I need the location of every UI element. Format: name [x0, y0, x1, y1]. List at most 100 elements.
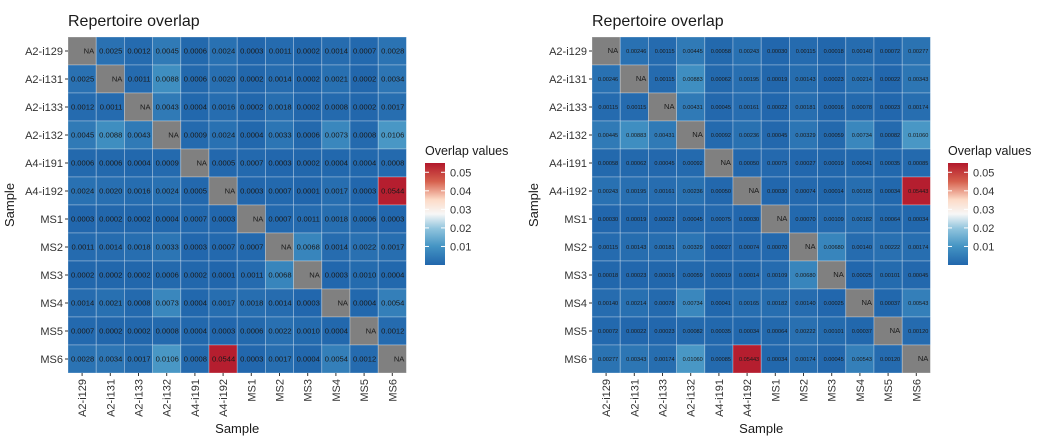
heatmap-cell	[619, 176, 649, 206]
heatmap-cell	[789, 120, 819, 150]
cell-label: 0.00027	[795, 161, 815, 167]
heatmap-cell	[377, 64, 407, 94]
heatmap-cell	[760, 148, 790, 178]
x-tick-label: MS6	[911, 379, 923, 402]
cell-label: 0.00329	[683, 245, 703, 251]
cell-label: 0.00101	[824, 329, 844, 335]
heatmap-cell	[873, 232, 903, 262]
cell-label: 0.0017	[381, 103, 404, 112]
heatmap-cell	[591, 204, 621, 234]
heatmap-cell	[901, 288, 931, 318]
cell-label: 0.00277	[908, 49, 928, 55]
cell-label: 0.00246	[598, 77, 618, 83]
heatmap-cell	[349, 288, 379, 318]
cell-label: 0.0010	[297, 327, 320, 336]
cell-label: 0.00343	[626, 357, 646, 363]
heatmap-cell	[676, 64, 706, 94]
cell-label: 0.00027	[711, 245, 731, 251]
cell-label: 0.0002	[297, 75, 320, 84]
cell-label: 0.00019	[767, 77, 787, 83]
cell-label: 0.0008	[325, 103, 348, 112]
heatmap-cell	[845, 260, 875, 290]
cell-label: NA	[140, 103, 151, 112]
heatmap-cell	[321, 344, 351, 374]
heatmap-cell	[591, 120, 621, 150]
heatmap-cell	[676, 204, 706, 234]
heatmap-cell	[321, 120, 351, 150]
cell-label: 0.00023	[654, 329, 674, 335]
heatmap-cell	[293, 120, 323, 150]
cell-label: 0.00014	[824, 189, 844, 195]
y-tick-label: A4-i191	[25, 158, 63, 170]
cell-label: 0.0024	[212, 47, 235, 56]
heatmap-cell	[124, 92, 154, 122]
cell-label: NA	[749, 186, 760, 195]
cell-label: 0.00070	[795, 217, 815, 223]
cell-label: 0.0006	[353, 215, 376, 224]
cell-label: 0.0009	[156, 159, 179, 168]
cell-label: 0.00045	[767, 133, 787, 139]
cell-label: NA	[608, 46, 619, 55]
cell-label: 0.00140	[795, 301, 815, 307]
cell-label: 0.0011	[241, 271, 264, 280]
x-tick-label: A4-i191	[714, 379, 726, 417]
heatmap-cell	[591, 232, 621, 262]
heatmap-cell	[591, 92, 621, 122]
heatmap-cell	[236, 92, 266, 122]
cell-label: 0.00035	[711, 329, 731, 335]
heatmap-cell	[264, 176, 294, 206]
y-tick-label: A2-i131	[25, 74, 63, 86]
cell-label: 0.00023	[824, 77, 844, 83]
y-tick-label: MS5	[564, 326, 587, 338]
heatmap-cell	[152, 176, 182, 206]
heatmap-cell	[95, 316, 125, 346]
heatmap-cell	[180, 92, 210, 122]
cell-label: 0.00165	[852, 189, 872, 195]
cell-label: 0.00030	[767, 189, 787, 195]
color-legend: Overlap values 0.05 0.04 0.03 0.02 0.01	[948, 144, 1031, 265]
heatmap-cell	[208, 176, 238, 206]
heatmap-cell	[901, 148, 931, 178]
cell-label: 0.0011	[128, 75, 151, 84]
heatmap-cell	[901, 92, 931, 122]
heatmap-cell	[236, 148, 266, 178]
heatmap-cell	[95, 288, 125, 318]
cell-label: NA	[309, 271, 320, 280]
heatmap-cell	[377, 204, 407, 234]
heatmap-cell	[760, 120, 790, 150]
x-axis-label: Sample	[739, 421, 783, 436]
cell-label: 0.00222	[880, 245, 900, 251]
cell-label: 0.00343	[908, 77, 928, 83]
cell-label: 0.00115	[598, 105, 618, 111]
cell-label: 0.00018	[598, 273, 618, 279]
cell-label: 0.00243	[739, 49, 759, 55]
legend-tick-label: 0.04	[450, 186, 471, 198]
cell-label: 0.00023	[880, 105, 900, 111]
cell-label: 0.00016	[654, 273, 674, 279]
cell-label: 0.0020	[212, 75, 235, 84]
y-tick-label: MS4	[40, 298, 63, 310]
heatmap-cell	[873, 176, 903, 206]
cell-label: 0.0054	[381, 299, 404, 308]
y-tick-label: MS4	[564, 298, 587, 310]
cell-label: 0.00431	[683, 105, 703, 111]
cell-label: 0.00037	[880, 301, 900, 307]
cell-label: 0.00016	[824, 105, 844, 111]
cell-label: 0.0003	[212, 327, 235, 336]
cell-label: 0.0004	[240, 131, 263, 140]
heatmap-cell	[648, 36, 678, 66]
heatmap-cell	[264, 316, 294, 346]
y-tick-label: A2-i132	[549, 130, 587, 142]
cell-label: 0.0002	[353, 75, 376, 84]
cell-label: 0.0003	[325, 271, 348, 280]
cell-label: 0.00734	[683, 301, 703, 307]
heatmap-cell	[648, 260, 678, 290]
heatmap-cell	[676, 316, 706, 346]
heatmap-cell	[293, 260, 323, 290]
heatmap-cell	[377, 36, 407, 66]
heatmap-cell	[321, 36, 351, 66]
cell-label: 0.00140	[852, 49, 872, 55]
cell-label: 0.00058	[711, 49, 731, 55]
cell-label: 0.01060	[908, 133, 928, 139]
